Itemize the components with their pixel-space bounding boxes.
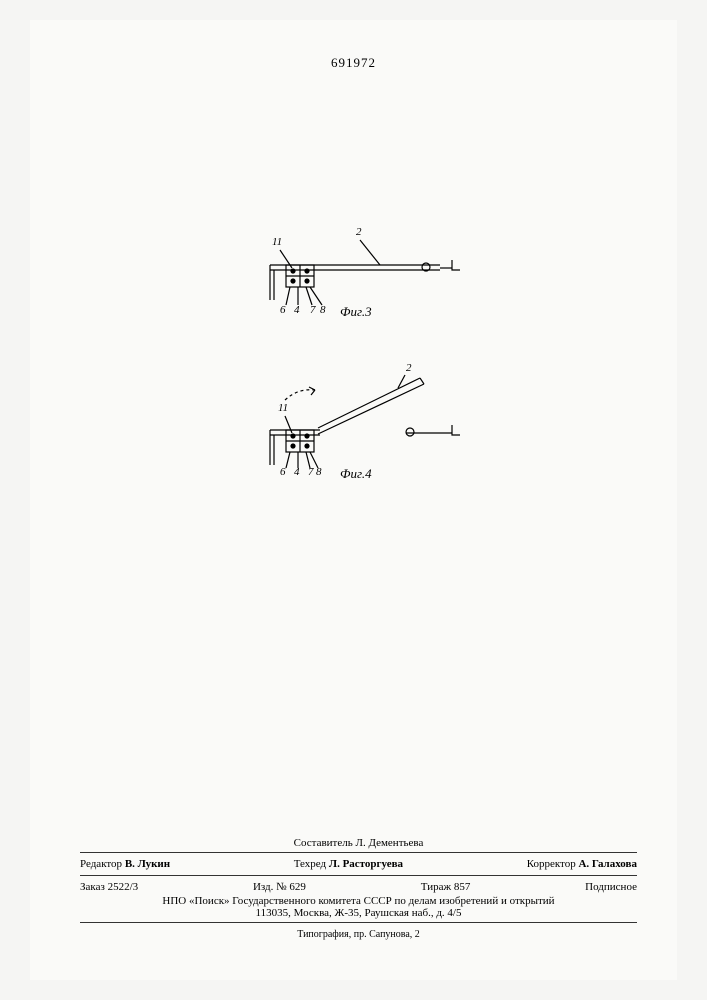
fig3-ref-8: 8 <box>320 304 326 316</box>
footer-rule-2 <box>80 875 637 876</box>
print-info-row: Заказ 2522/3 Изд. № 629 Тираж 857 Подпис… <box>80 879 637 895</box>
fig4-ref-8: 8 <box>316 466 322 478</box>
fig4-ref-7: 7 <box>308 466 314 478</box>
compiler-line: Составитель Л. Дементьева <box>80 837 637 849</box>
compiler-name: Л. Дементьева <box>355 837 423 849</box>
footer-rule-1 <box>80 852 637 853</box>
editor-label: Редактор <box>80 858 122 870</box>
fig3-ref-6: 6 <box>280 304 286 316</box>
corrector-block: Корректор А. Галахова <box>527 858 637 870</box>
credits-row: Редактор В. Лукин Техред Л. Расторгуева … <box>80 856 637 872</box>
order-label: Заказ <box>80 881 105 893</box>
fig4-ref-2: 2 <box>406 362 412 374</box>
figure-4: 11 2 6 4 7 8 Фиг.4 <box>230 360 490 470</box>
tirage-label: Тираж <box>421 881 451 893</box>
fig4-svg <box>230 360 490 480</box>
fig3-label: Фиг.3 <box>340 304 372 320</box>
tirage-block: Тираж 857 <box>421 881 471 893</box>
subscription: Подписное <box>585 881 637 893</box>
techred-name: Л. Расторгуева <box>329 858 403 870</box>
fig3-ref-2: 2 <box>356 226 362 238</box>
figures-area: 11 2 6 4 7 8 Фиг.3 <box>230 220 530 470</box>
fig4-ref-11: 11 <box>278 402 288 414</box>
fig3-ref-4: 4 <box>294 304 300 316</box>
izd-label: Изд. № <box>253 881 287 893</box>
izd-block: Изд. № 629 <box>253 881 306 893</box>
figure-3: 11 2 6 4 7 8 Фиг.3 <box>230 220 490 330</box>
order-value: 2522/3 <box>108 881 139 893</box>
address-line: 113035, Москва, Ж-35, Раушская наб., д. … <box>80 907 637 919</box>
footer: Составитель Л. Дементьева Редактор В. Лу… <box>80 837 637 940</box>
footer-rule-3 <box>80 922 637 923</box>
fig4-label: Фиг.4 <box>340 466 372 482</box>
izd-value: 629 <box>289 881 306 893</box>
fig3-ref-11: 11 <box>272 236 282 248</box>
techred-block: Техред Л. Расторгуева <box>294 858 403 870</box>
typography-line: Типография, пр. Сапунова, 2 <box>80 929 637 940</box>
corrector-label: Корректор <box>527 858 576 870</box>
publisher-line: НПО «Поиск» Государственного комитета СС… <box>80 895 637 907</box>
compiler-label: Составитель <box>294 837 353 849</box>
fig3-ref-7: 7 <box>310 304 316 316</box>
tirage-value: 857 <box>454 881 471 893</box>
order-block: Заказ 2522/3 <box>80 881 138 893</box>
fig4-ref-6: 6 <box>280 466 286 478</box>
editor-block: Редактор В. Лукин <box>80 858 170 870</box>
techred-label: Техред <box>294 858 326 870</box>
corrector-name: А. Галахова <box>578 858 637 870</box>
fig4-ref-4: 4 <box>294 466 300 478</box>
document-number: 691972 <box>331 55 376 71</box>
editor-name: В. Лукин <box>125 858 170 870</box>
